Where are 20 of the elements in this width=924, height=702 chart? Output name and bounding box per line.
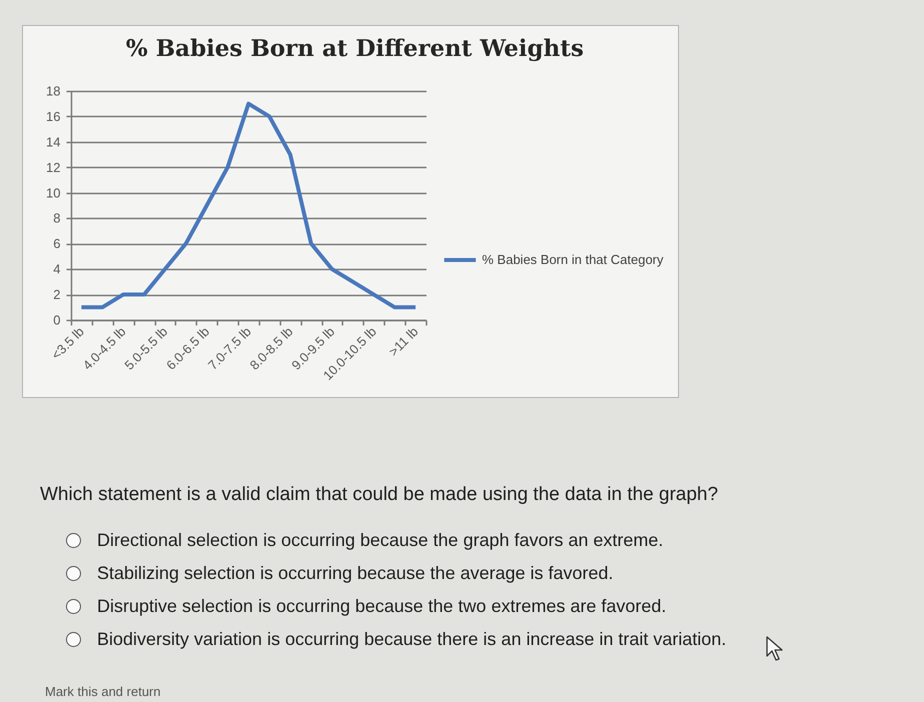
y-tick-label: 2 xyxy=(53,287,60,302)
x-tick-label: >11 lb xyxy=(386,324,422,360)
y-tick-label: 14 xyxy=(46,134,60,150)
line-series xyxy=(79,102,418,310)
text: Directional selection is occurring because the graph favors an extreme. xyxy=(97,530,664,551)
text: Which statement is a valid claim that could be made using the data in the graph? xyxy=(40,484,720,506)
legend-label: % Babies Born in that Category xyxy=(482,252,664,267)
chart-title: % Babies Born at Different Weights xyxy=(126,35,584,62)
text: Biodiversity variation is occurring because there is an increase in trait variation. xyxy=(97,629,726,650)
y-tick-label: 16 xyxy=(46,108,60,124)
text: Stabilizing selection is occurring because the average is favored. xyxy=(97,563,614,584)
y-tick-label: 8 xyxy=(53,210,60,226)
y-tick-label: 0 xyxy=(53,312,60,328)
y-tick-label: 18 xyxy=(46,84,60,98)
text: Disruptive selection is occurring because the two extremes are favored. xyxy=(97,596,666,617)
y-tick-label: 4 xyxy=(53,262,60,277)
text: Mark this and return xyxy=(45,684,161,699)
y-tick-label: 10 xyxy=(46,185,60,200)
y-tick-label: 12 xyxy=(46,160,60,175)
y-tick-label: 6 xyxy=(53,236,60,252)
